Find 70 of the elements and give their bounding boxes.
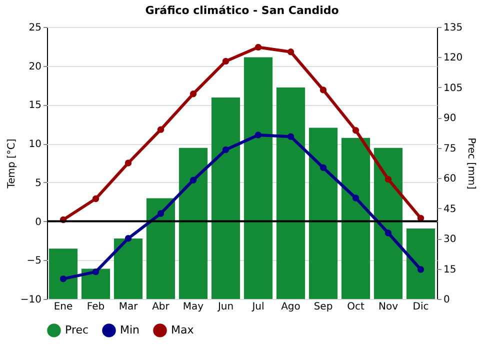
y-tick-label: 5 [35, 178, 42, 189]
y2-tick-label: 135 [444, 22, 463, 34]
y2-axis-title: Prec [mm] [466, 138, 477, 190]
point [124, 235, 132, 242]
y-tick-label: 0 [35, 216, 42, 228]
point [384, 230, 392, 236]
y-tick-label: −5 [26, 256, 42, 267]
bar [308, 128, 338, 299]
bar [374, 148, 403, 299]
point [190, 176, 197, 184]
point [417, 266, 424, 273]
point [92, 268, 100, 276]
y-tick-label: −10 [20, 294, 42, 306]
point [60, 275, 67, 282]
x-tick-label: Abr [152, 302, 170, 312]
x-tick-label: Jun [216, 302, 234, 312]
y2-tick-label: 90 [444, 113, 456, 124]
x-tick-label: Mar [118, 302, 139, 312]
point [384, 176, 392, 183]
point [287, 48, 294, 56]
y-tick-label: 25 [28, 22, 42, 34]
point [190, 90, 197, 98]
y-tick-label: 15 [28, 100, 42, 112]
point [352, 127, 360, 134]
x-tick-label: Feb [86, 302, 105, 312]
bar [48, 248, 78, 299]
point [287, 133, 294, 140]
y2-tick-label: 75 [444, 143, 456, 154]
point [320, 86, 327, 94]
x-tick-label: Dic [412, 302, 429, 312]
x-tick-label: Nov [378, 302, 398, 312]
y2-tick-label: 15 [444, 264, 456, 276]
y-axis-title: Temp [°C] [6, 138, 18, 190]
legend-label: Max [171, 323, 194, 336]
y2-tick-label: 120 [444, 52, 463, 64]
bar [146, 198, 176, 299]
x-tick-label: May [182, 302, 204, 312]
y-tick-label: 10 [28, 139, 42, 150]
point [222, 146, 230, 154]
bar [406, 228, 436, 299]
y2-tick-label: 60 [444, 174, 456, 185]
y-tick-label: 20 [28, 61, 42, 72]
bar [178, 148, 208, 299]
bar [276, 87, 306, 299]
y2-tick-label: 0 [444, 294, 450, 306]
x-tick-label: Oct [347, 302, 364, 312]
point [124, 160, 132, 166]
chart-title: Gráfico climático - San Candido [145, 4, 340, 17]
x-tick-label: Sep [314, 302, 333, 312]
bar [81, 268, 110, 299]
bar [211, 98, 240, 299]
x-tick-label: Jul [251, 302, 264, 312]
x-tick-label: Ago [281, 302, 300, 312]
bar [244, 57, 273, 299]
bar [341, 138, 370, 299]
point [92, 195, 100, 202]
x-tick-label: Ene [54, 302, 73, 312]
legend-label: Min [120, 323, 140, 336]
y2-tick-label: 105 [444, 82, 463, 94]
point [157, 126, 164, 133]
point [157, 210, 164, 217]
point [254, 132, 262, 138]
y2-tick-label: 30 [444, 234, 456, 246]
legend-label: Prec [65, 323, 89, 336]
point [254, 44, 262, 51]
point [320, 164, 327, 172]
bar [114, 238, 143, 299]
point [352, 194, 360, 202]
y2-tick-label: 45 [444, 204, 456, 215]
point [222, 58, 230, 65]
